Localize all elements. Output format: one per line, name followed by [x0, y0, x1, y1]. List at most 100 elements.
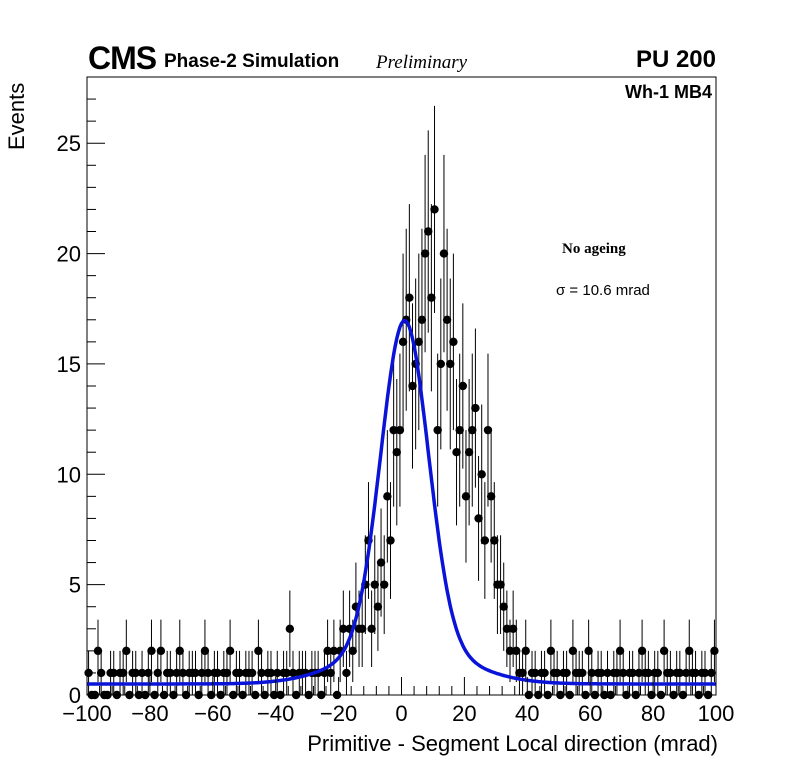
data-point	[222, 668, 232, 678]
data-point	[637, 646, 647, 656]
data-point	[166, 668, 175, 678]
data-point	[339, 624, 348, 633]
plot-frame	[86, 76, 717, 696]
region-label: Wh-1 MB4	[625, 82, 712, 102]
data-points	[84, 205, 719, 700]
y-tick-label: 20	[57, 242, 81, 267]
data-point	[225, 646, 235, 656]
data-point	[181, 690, 191, 700]
data-point	[669, 690, 678, 700]
data-point	[678, 690, 688, 700]
data-point	[631, 690, 641, 700]
data-point	[581, 690, 590, 700]
data-point	[122, 646, 131, 656]
data-point	[659, 646, 669, 656]
data-point	[348, 646, 357, 656]
data-point	[235, 668, 244, 678]
data-point	[229, 690, 238, 700]
data-point	[285, 624, 295, 633]
data-point	[125, 690, 134, 700]
data-point	[464, 448, 474, 457]
data-point	[427, 293, 436, 302]
x-tick-label: −20	[320, 701, 357, 726]
data-point	[490, 536, 499, 545]
data-point	[175, 646, 184, 656]
data-point	[486, 492, 496, 501]
data-point	[452, 448, 461, 457]
x-tick-label: 100	[698, 701, 735, 726]
data-point	[191, 668, 200, 678]
x-tick-label: 80	[641, 701, 665, 726]
data-point	[424, 227, 433, 236]
data-point	[694, 690, 703, 700]
data-point	[436, 359, 446, 369]
data-point	[647, 690, 656, 700]
data-point	[653, 668, 663, 678]
subtitle-label: Phase-2 Simulation	[164, 51, 340, 72]
data-point	[700, 668, 710, 678]
data-point	[131, 668, 140, 678]
y-axis: 0 5 10 15 20 25	[57, 98, 105, 708]
data-point	[254, 646, 263, 656]
data-point	[530, 668, 540, 678]
data-point	[216, 690, 225, 700]
data-point	[276, 690, 285, 700]
data-point	[203, 668, 213, 678]
data-point	[147, 646, 156, 656]
data-point	[200, 646, 210, 656]
y-tick-label: 25	[57, 131, 81, 156]
sigma-label: σ = 10.6 mrad	[556, 282, 650, 299]
data-point	[612, 668, 622, 678]
pileup-label: PU 200	[635, 46, 716, 73]
data-point	[137, 668, 147, 678]
data-point	[144, 668, 153, 678]
data-point	[455, 425, 464, 435]
data-point	[332, 690, 342, 700]
data-point	[304, 690, 313, 700]
data-point	[483, 425, 493, 435]
data-point	[603, 668, 612, 678]
data-point	[458, 381, 468, 391]
data-point	[543, 690, 552, 700]
data-point	[433, 425, 442, 435]
data-point	[597, 668, 606, 678]
data-point	[134, 690, 144, 700]
data-point	[266, 668, 276, 678]
x-tick-label: −60	[194, 701, 231, 726]
y-tick-label: 15	[57, 352, 81, 377]
data-point	[420, 249, 430, 258]
data-point	[540, 668, 549, 678]
data-point	[565, 690, 574, 700]
data-point	[112, 690, 122, 700]
data-point	[395, 425, 405, 435]
data-point	[499, 602, 508, 611]
data-point	[376, 558, 386, 567]
data-point	[329, 646, 339, 656]
data-point	[505, 646, 515, 656]
data-point	[367, 624, 376, 633]
data-point	[373, 602, 383, 611]
data-point	[380, 580, 389, 589]
y-tick-label: 0	[69, 683, 81, 708]
data-point	[150, 690, 159, 700]
x-tick-label: −80	[131, 701, 168, 726]
data-point	[568, 646, 578, 656]
data-point	[172, 668, 181, 678]
data-point	[282, 668, 291, 678]
data-point	[140, 690, 150, 700]
data-point	[439, 249, 449, 258]
y-tick-label: 10	[57, 462, 81, 487]
x-tick-label: 60	[578, 701, 602, 726]
data-point	[480, 536, 490, 545]
data-point	[552, 668, 562, 678]
data-point	[474, 514, 483, 523]
data-point	[408, 381, 417, 391]
data-point	[508, 624, 518, 633]
data-point	[386, 536, 395, 545]
data-point	[370, 580, 379, 589]
data-point	[622, 690, 631, 700]
data-point	[417, 315, 427, 324]
data-point	[584, 646, 593, 656]
data-point	[556, 690, 565, 700]
data-point	[257, 668, 266, 678]
